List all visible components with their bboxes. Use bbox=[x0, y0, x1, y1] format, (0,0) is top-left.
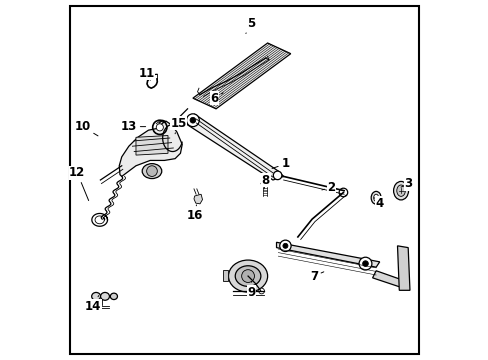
Circle shape bbox=[258, 288, 264, 294]
Text: 14: 14 bbox=[85, 296, 101, 313]
Circle shape bbox=[279, 240, 290, 252]
Polygon shape bbox=[119, 121, 182, 176]
Text: 12: 12 bbox=[69, 166, 88, 201]
Ellipse shape bbox=[393, 181, 407, 200]
Polygon shape bbox=[260, 181, 269, 186]
Text: 15: 15 bbox=[170, 117, 186, 134]
Text: 16: 16 bbox=[186, 205, 203, 222]
Polygon shape bbox=[136, 135, 168, 155]
Ellipse shape bbox=[370, 192, 380, 204]
Polygon shape bbox=[223, 270, 228, 282]
Ellipse shape bbox=[373, 194, 378, 201]
Text: 1: 1 bbox=[271, 157, 289, 171]
Polygon shape bbox=[194, 194, 202, 204]
Circle shape bbox=[273, 171, 281, 180]
Circle shape bbox=[362, 261, 367, 266]
Text: 11: 11 bbox=[138, 67, 155, 80]
Text: 9: 9 bbox=[247, 282, 255, 298]
Circle shape bbox=[190, 117, 195, 123]
Text: 8: 8 bbox=[261, 174, 269, 189]
Ellipse shape bbox=[91, 292, 101, 300]
Circle shape bbox=[358, 257, 371, 270]
Circle shape bbox=[241, 270, 254, 283]
Text: 2: 2 bbox=[321, 181, 335, 194]
Circle shape bbox=[339, 188, 347, 197]
Polygon shape bbox=[372, 271, 406, 288]
Ellipse shape bbox=[235, 266, 260, 287]
Text: 6: 6 bbox=[210, 92, 223, 105]
Ellipse shape bbox=[110, 293, 117, 300]
Text: 5: 5 bbox=[245, 17, 255, 33]
Circle shape bbox=[156, 124, 163, 131]
Circle shape bbox=[146, 166, 157, 176]
Circle shape bbox=[186, 114, 199, 127]
Polygon shape bbox=[192, 43, 290, 109]
Text: 3: 3 bbox=[400, 177, 411, 190]
Text: 4: 4 bbox=[374, 197, 383, 210]
Ellipse shape bbox=[142, 164, 162, 179]
Text: 7: 7 bbox=[309, 270, 323, 283]
Text: 10: 10 bbox=[74, 120, 98, 136]
Polygon shape bbox=[276, 242, 379, 267]
Circle shape bbox=[283, 243, 287, 248]
Ellipse shape bbox=[396, 185, 405, 196]
Text: 13: 13 bbox=[121, 120, 145, 133]
Ellipse shape bbox=[101, 292, 109, 300]
Polygon shape bbox=[187, 114, 283, 180]
Ellipse shape bbox=[228, 260, 267, 292]
Polygon shape bbox=[397, 246, 409, 290]
